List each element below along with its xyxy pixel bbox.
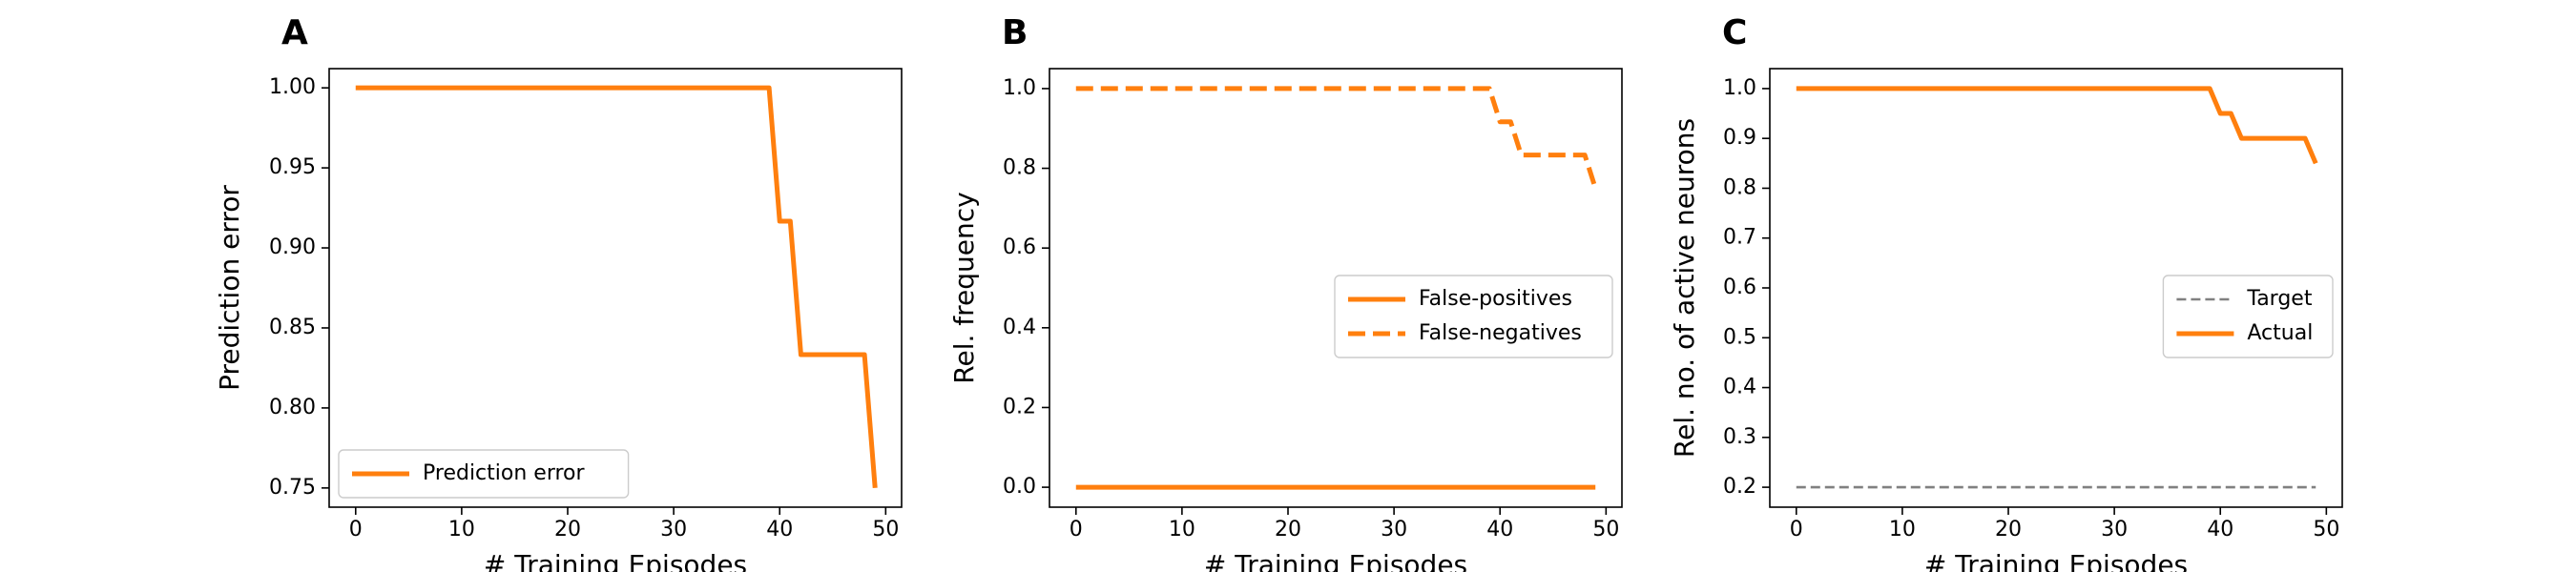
legend: Prediction error [338,449,630,499]
legend-label: Target [2246,287,2312,311]
y-tick-label: 0.9 [1723,126,1756,150]
y-tick-label: 1.0 [1723,76,1756,100]
x-tick-label: 0 [1070,518,1083,541]
x-tick-label: 10 [448,518,475,541]
y-tick-label: 0.4 [1003,316,1036,339]
series-line-false-negatives [1075,86,1598,190]
x-tick-label: 30 [2101,518,2128,541]
y-tick-label: 0.80 [269,396,316,419]
y-tick-label: 0.8 [1003,156,1036,180]
plot-frame [1049,68,1623,508]
y-tick-label: 0.90 [269,235,316,259]
y-tick-label: 0.75 [269,476,316,500]
y-tick-label: 0.5 [1723,325,1756,349]
legend: Target Actual [2162,275,2334,358]
plot-frame [328,68,903,508]
x-tick-label: 50 [2313,518,2339,541]
x-tick-label: 20 [1995,518,2022,541]
y-tick-label: 0.3 [1723,425,1756,449]
legend: False-positives False-negatives [1334,275,1613,358]
chart-panel-b: B 0 10 20 30 40 50 0.0 0.2 0.4 0.6 0.8 1.0 # Training… [948,13,1623,572]
plot-frame [1769,68,2343,508]
y-tick-label: 0.2 [1003,395,1036,419]
x-tick-label: 50 [1592,518,1619,541]
series-line-actual [1796,86,2318,165]
legend-label: False-negatives [1419,321,1582,345]
chart-panel-a: A 0 10 20 30 40 50 0.75 0.80 0.85 0.90 0.95 1.00 # Tr… [214,13,903,572]
y-tick-label: 1.00 [269,75,316,99]
x-tick-label: 20 [554,518,581,541]
x-tick-label: 0 [1790,518,1803,541]
y-tick-label: 0.6 [1003,235,1036,259]
y-tick-label: 0.85 [269,316,316,339]
x-tick-label: 10 [1889,518,1916,541]
y-tick-label: 0.95 [269,155,316,179]
x-tick-label: 40 [766,518,793,541]
y-tick-label: 0.4 [1723,376,1756,399]
x-tick-label: 40 [2207,518,2233,541]
legend-label: Prediction error [423,461,585,485]
x-tick-label: 0 [349,518,363,541]
legend-frame [338,449,630,499]
x-tick-label: 20 [1275,518,1301,541]
x-tick-label: 30 [660,518,687,541]
panel-letter: C [1722,13,1747,52]
y-tick-label: 0.8 [1723,175,1756,199]
y-tick-label: 0.7 [1723,226,1756,250]
series-line-prediction-error [355,85,878,489]
legend-label: False-positives [1419,287,1572,311]
y-axis-label: Rel. no. of active neurons [1669,118,1700,458]
y-tick-label: 0.0 [1003,475,1036,499]
y-axis-label: Prediction error [214,185,245,391]
legend-label: Actual [2247,321,2313,345]
y-tick-label: 1.0 [1003,76,1036,100]
y-tick-label: 0.6 [1723,276,1756,299]
panel-letter: B [1002,13,1028,52]
legend-frame [2162,275,2334,358]
x-tick-label: 40 [1486,518,1513,541]
legend-frame [1334,275,1613,358]
y-axis-label: Rel. frequency [948,192,980,383]
x-tick-label: 10 [1169,518,1195,541]
x-axis-label: # Training Episodes [1204,549,1467,572]
x-tick-label: 30 [1381,518,1407,541]
panel-letter: A [281,13,308,52]
x-axis-label: # Training Episodes [484,549,747,572]
x-axis-label: # Training Episodes [1924,549,2188,572]
y-tick-label: 0.2 [1723,475,1756,499]
x-tick-label: 50 [872,518,899,541]
chart-panel-c: C 0 10 20 30 40 50 0.2 0.3 0.4 0.5 0.6 0.7 0.8 0.9 1.0 #… [1669,13,2343,572]
